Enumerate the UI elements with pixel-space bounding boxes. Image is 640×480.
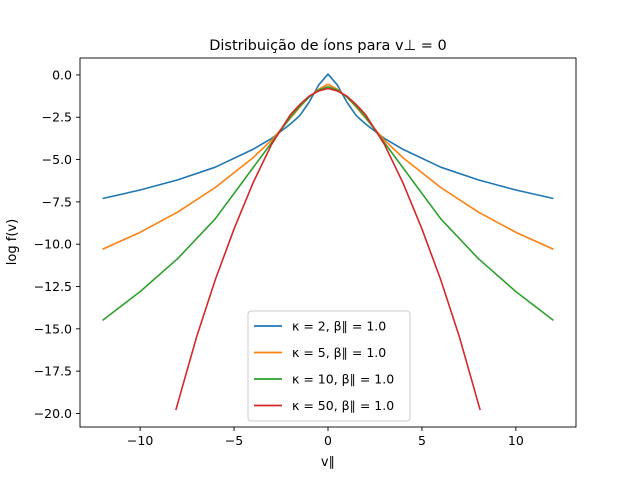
y-tick-label: −15.0 — [34, 321, 72, 336]
series-line-4 — [175, 87, 481, 411]
y-tick-label: −7.5 — [42, 194, 72, 209]
legend-label: κ = 5, β∥ = 1.0 — [292, 345, 386, 360]
y-tick-label: −17.5 — [34, 364, 72, 379]
y-tick-label: −20.0 — [34, 406, 72, 421]
x-axis-label: v∥ — [321, 455, 335, 470]
series-line-2 — [102, 83, 554, 250]
legend-label: κ = 2, β∥ = 1.0 — [292, 319, 386, 334]
x-tick-label: 10 — [508, 433, 524, 448]
y-tick-label: 0.0 — [52, 67, 72, 82]
legend-label: κ = 10, β∥ = 1.0 — [292, 372, 394, 387]
y-tick-label: −2.5 — [42, 110, 72, 125]
x-tick-label: −5 — [225, 433, 243, 448]
y-tick-label: −10.0 — [34, 237, 72, 252]
series-line-1 — [102, 73, 554, 200]
legend-box — [247, 310, 411, 422]
y-tick-label: −12.5 — [34, 279, 72, 294]
x-tick-label: 0 — [324, 433, 332, 448]
legend-label: κ = 50, β∥ = 1.0 — [292, 398, 394, 413]
y-tick-label: −5.0 — [42, 152, 72, 167]
axes-layer: −10 −5 0 5 10 0.0 −2.5 −5.0 −7.5 −10.0 −12.5 −15.0 −… — [34, 67, 524, 448]
series-line-3 — [102, 85, 554, 321]
x-tick-label: 5 — [418, 433, 426, 448]
legend: κ = 2, β∥ = 1.0 κ = 5, β∥ = 1.0 κ = 10, β∥… — [247, 310, 411, 422]
chart-title: Distribuição de íons para v⊥ = 0 — [209, 38, 447, 54]
y-axis-label: log f(v) — [5, 219, 20, 265]
x-tick-label: −10 — [127, 433, 153, 448]
series-layer — [102, 73, 554, 411]
